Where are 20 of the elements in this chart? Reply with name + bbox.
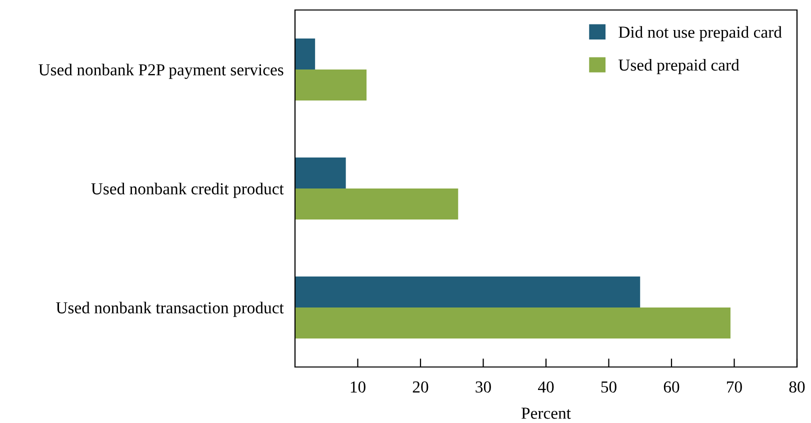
x-tick-label: 10 <box>350 381 366 393</box>
y-tick-label: Used nonbank credit product <box>91 182 284 198</box>
x-axis-title: Percent <box>521 408 571 419</box>
x-tick-label: 70 <box>727 381 742 393</box>
y-tick-label: Used nonbank transaction product <box>56 302 284 317</box>
legend-label: Did not use prepaid card <box>618 26 782 42</box>
bar <box>295 188 458 220</box>
bar <box>295 308 730 338</box>
x-tick-label: 20 <box>412 381 428 393</box>
legend-label: Used prepaid card <box>618 58 740 74</box>
y-tick-label: Used nonbank P2P payment services <box>38 64 284 79</box>
bar <box>295 276 640 308</box>
x-tick-label: 40 <box>538 381 554 393</box>
bar <box>295 70 367 100</box>
x-tick-label: 30 <box>476 381 491 393</box>
x-tick-label: 60 <box>664 381 680 393</box>
bar <box>295 38 316 70</box>
x-tick-label: 80 <box>789 381 805 393</box>
x-tick-label: 50 <box>601 381 616 393</box>
bar <box>295 158 346 188</box>
